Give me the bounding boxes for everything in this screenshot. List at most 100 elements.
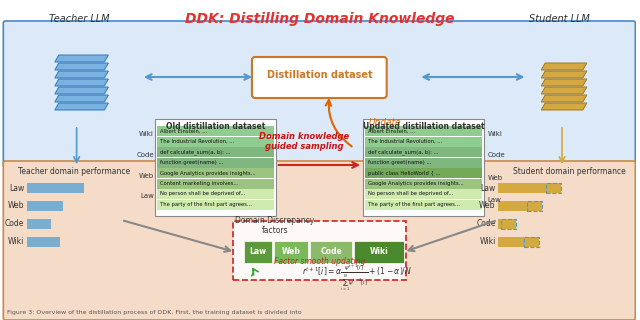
Bar (498, 237, 538, 247)
Bar (498, 201, 542, 211)
Polygon shape (541, 71, 587, 78)
Text: Code: Code (476, 220, 495, 228)
Bar (157, 189, 274, 199)
Bar (27, 237, 60, 247)
Text: Factor smooth updating: Factor smooth updating (274, 257, 365, 266)
Text: Law: Law (481, 183, 495, 193)
Polygon shape (55, 79, 108, 86)
Text: Old distillation dataset: Old distillation dataset (166, 122, 265, 131)
Text: Wiki: Wiki (369, 247, 388, 257)
Bar (244, 241, 272, 263)
Bar (354, 241, 404, 263)
Text: Law: Law (9, 183, 24, 193)
Text: Teacher LLM: Teacher LLM (49, 14, 110, 24)
Text: Distillation dataset: Distillation dataset (266, 70, 372, 80)
Bar (157, 137, 274, 147)
Bar (365, 189, 482, 199)
FancyBboxPatch shape (363, 119, 484, 216)
Text: Code: Code (488, 152, 506, 158)
Bar (157, 179, 274, 188)
Text: Wiki: Wiki (488, 131, 502, 137)
Bar (157, 157, 274, 167)
Text: Law: Law (140, 193, 154, 199)
Text: Student domain performance: Student domain performance (513, 167, 625, 176)
Text: The party of the first part agrees...: The party of the first part agrees... (160, 202, 252, 207)
Polygon shape (55, 55, 108, 62)
Text: def calculate_sum(a, b): ...: def calculate_sum(a, b): ... (160, 149, 230, 155)
Polygon shape (541, 79, 587, 86)
Polygon shape (541, 95, 587, 102)
Text: function greet(name) ...: function greet(name) ... (160, 160, 223, 165)
Text: Web: Web (488, 175, 503, 181)
Text: Albert Einstein, ...: Albert Einstein, ... (160, 129, 207, 133)
Text: Code: Code (4, 220, 24, 228)
FancyBboxPatch shape (3, 21, 636, 167)
Bar (498, 183, 561, 193)
FancyBboxPatch shape (233, 221, 406, 280)
Text: Domain knowledge
guided sampling: Domain knowledge guided sampling (259, 132, 349, 151)
Bar (157, 126, 274, 136)
Bar (365, 199, 482, 210)
Text: Albert Einstein, ...: Albert Einstein, ... (368, 129, 415, 133)
Polygon shape (55, 63, 108, 70)
Text: Updated distillation dataset: Updated distillation dataset (362, 122, 484, 131)
Text: function greet(name) ...: function greet(name) ... (368, 160, 431, 165)
Bar (546, 183, 561, 193)
Text: The Industrial Revolution, ...: The Industrial Revolution, ... (160, 139, 234, 144)
Text: The party of the first part agrees...: The party of the first part agrees... (368, 202, 460, 207)
Text: Teacher domain performance: Teacher domain performance (17, 167, 130, 176)
Text: Wiki: Wiki (139, 131, 154, 137)
Text: Web: Web (479, 202, 495, 211)
Bar (310, 241, 352, 263)
Text: $r^{t+1}[i] = \alpha \frac{\psi^{t+1}[i]}{\sum_{i=1}^{N}\psi^{t+1}[i]} + (1-\alp: $r^{t+1}[i] = \alpha \frac{\psi^{t+1}[i]… (302, 262, 412, 293)
Polygon shape (55, 71, 108, 78)
Text: Content marketing involves...: Content marketing involves... (160, 181, 238, 186)
Bar (27, 219, 51, 229)
Text: Law: Law (250, 247, 266, 257)
Bar (365, 157, 482, 167)
FancyBboxPatch shape (3, 161, 636, 320)
Text: Student LLM: Student LLM (529, 14, 589, 24)
Text: Web: Web (139, 173, 154, 179)
Text: Web: Web (8, 202, 24, 211)
Text: Law: Law (488, 197, 502, 203)
Bar (365, 126, 482, 136)
Bar (157, 168, 274, 178)
Text: DDK: Distilling Domain Knowledge: DDK: Distilling Domain Knowledge (184, 12, 454, 26)
Text: public class HelloWorld { ...: public class HelloWorld { ... (368, 171, 440, 175)
Polygon shape (55, 95, 108, 102)
Bar (365, 168, 482, 178)
Bar (157, 199, 274, 210)
Text: Wiki: Wiki (479, 237, 495, 246)
Text: No person shall be deprived of...: No person shall be deprived of... (160, 191, 245, 196)
Bar (365, 179, 482, 188)
FancyBboxPatch shape (252, 57, 387, 98)
Text: Google Analytics provides insights...: Google Analytics provides insights... (368, 181, 463, 186)
Text: Code: Code (321, 247, 342, 257)
Polygon shape (55, 87, 108, 94)
Text: def calculate_sum(a, b): ...: def calculate_sum(a, b): ... (368, 149, 438, 155)
Text: Figure 3: Overview of the distillation process of DDK. First, the training datas: Figure 3: Overview of the distillation p… (7, 310, 302, 315)
Text: Code: Code (136, 152, 154, 158)
Text: The Industrial Revolution, ...: The Industrial Revolution, ... (368, 139, 442, 144)
Polygon shape (55, 103, 108, 110)
Bar (27, 201, 63, 211)
Bar (498, 219, 516, 229)
Text: Update: Update (369, 117, 401, 126)
Bar (501, 219, 516, 229)
Polygon shape (541, 87, 587, 94)
Text: Google Analytics provides insights...: Google Analytics provides insights... (160, 171, 255, 175)
Text: Wiki: Wiki (8, 237, 24, 246)
Polygon shape (541, 63, 587, 70)
Text: Web: Web (282, 247, 301, 257)
Text: No person shall be deprived of...: No person shall be deprived of... (368, 191, 453, 196)
FancyBboxPatch shape (155, 119, 276, 216)
Bar (527, 201, 542, 211)
Bar (524, 237, 538, 247)
Text: Domain Discrepancy
factors: Domain Discrepancy factors (235, 216, 314, 236)
Bar (157, 147, 274, 157)
Bar (365, 147, 482, 157)
Bar (27, 183, 84, 193)
Bar (365, 137, 482, 147)
Bar (274, 241, 308, 263)
